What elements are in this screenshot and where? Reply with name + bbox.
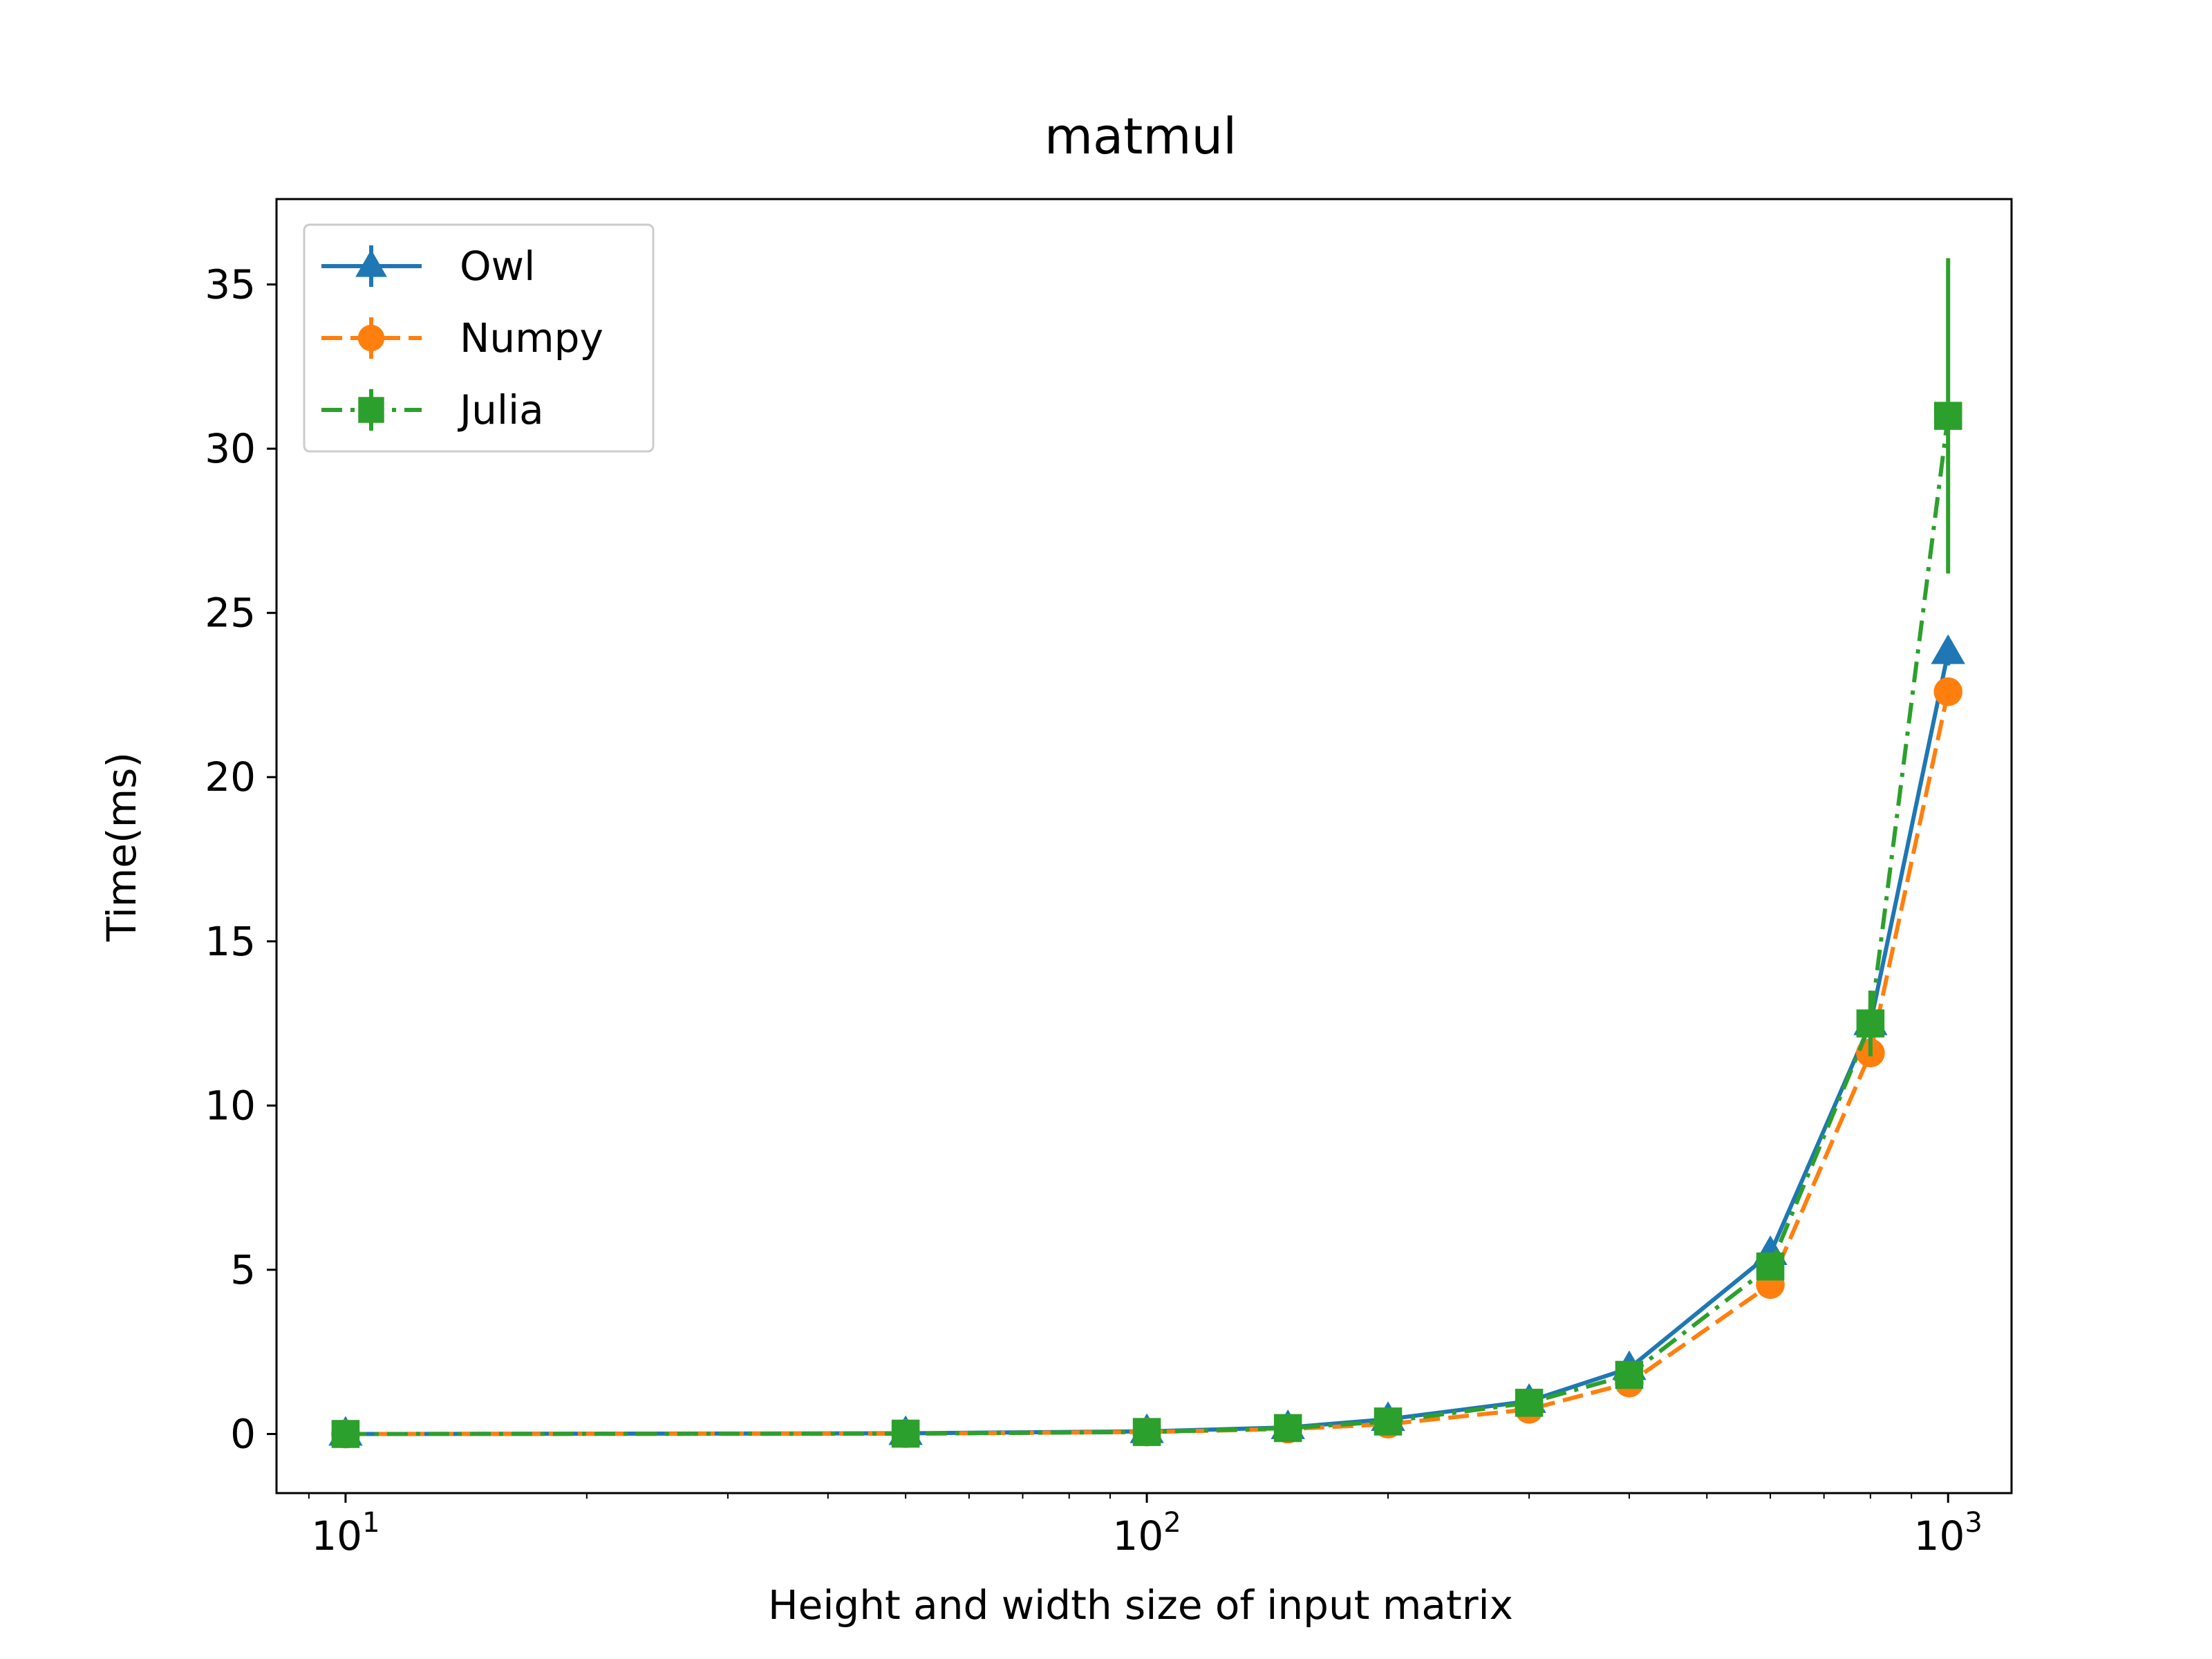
x-tick-label-base: 10 xyxy=(1914,1512,1965,1559)
julia-point xyxy=(1756,1252,1785,1281)
julia-point xyxy=(1273,1414,1302,1443)
x-tick-label-base: 10 xyxy=(311,1512,362,1559)
x-tick-label: 102 xyxy=(1112,1507,1181,1559)
y-tick-label: 30 xyxy=(205,425,256,472)
owl-point xyxy=(1931,634,1965,664)
y-tick-label: 35 xyxy=(205,261,256,308)
y-tick-label: 10 xyxy=(205,1082,256,1129)
julia-point xyxy=(891,1419,920,1448)
julia-point xyxy=(1615,1360,1644,1389)
axes-frame xyxy=(275,198,2013,1494)
y-tick-label: 5 xyxy=(230,1246,256,1293)
y-tick-label: 25 xyxy=(205,590,256,637)
x-tick-label-base: 10 xyxy=(1112,1512,1163,1559)
y-axis-label: Time(ms) xyxy=(98,752,145,942)
julia-point xyxy=(1515,1389,1544,1417)
y-tick-label: 15 xyxy=(205,918,256,965)
julia-point xyxy=(331,1420,360,1448)
legend-box xyxy=(303,223,655,453)
x-tick-label: 103 xyxy=(1914,1507,1983,1559)
series-julia xyxy=(331,258,1962,1448)
x-tick-label-exponent: 3 xyxy=(1965,1507,1982,1539)
y-tick-label: 20 xyxy=(205,753,256,800)
legend-marker-numpy xyxy=(357,324,385,352)
julia-point xyxy=(1856,1009,1885,1038)
julia-point xyxy=(1933,402,1962,430)
legend-marker-owl xyxy=(355,250,387,277)
legend: Owl Numpy Julia xyxy=(303,223,655,453)
legend-label-julia: Julia xyxy=(458,386,544,433)
x-axis-label: Height and width size of input matrix xyxy=(768,1582,1513,1629)
legend-label-numpy: Numpy xyxy=(460,315,603,362)
x-tick-label-exponent: 1 xyxy=(362,1507,379,1539)
legend-label-owl: Owl xyxy=(460,243,535,290)
julia-point xyxy=(1374,1407,1403,1436)
y-tick-label: 0 xyxy=(230,1410,256,1457)
chart-title: matmul xyxy=(1044,107,1237,165)
julia-line xyxy=(345,415,1951,1436)
legend-marker-julia xyxy=(358,397,384,423)
julia-point xyxy=(1132,1418,1161,1446)
x-tick-label-exponent: 2 xyxy=(1163,1507,1181,1539)
x-tick-label: 101 xyxy=(311,1507,379,1559)
plot-area xyxy=(328,258,1965,1449)
numpy-point xyxy=(1933,677,1963,706)
